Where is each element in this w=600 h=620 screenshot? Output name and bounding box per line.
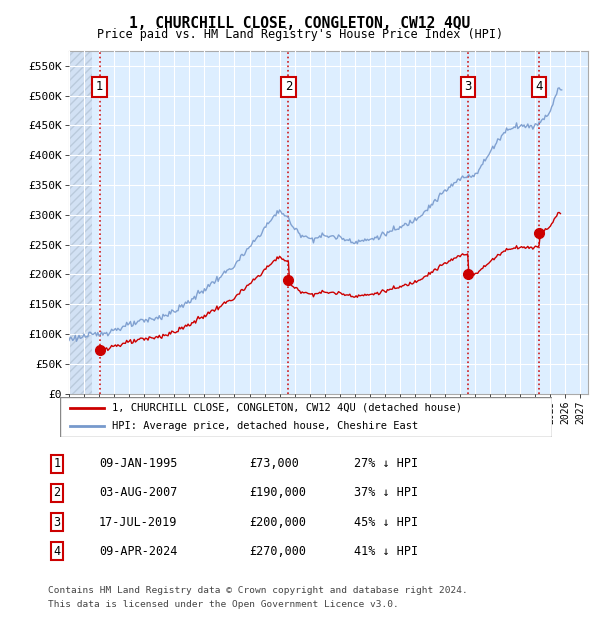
Text: Contains HM Land Registry data © Crown copyright and database right 2024.: Contains HM Land Registry data © Crown c… <box>48 586 468 595</box>
Text: 45% ↓ HPI: 45% ↓ HPI <box>354 516 418 528</box>
Text: 1, CHURCHILL CLOSE, CONGLETON, CW12 4QU: 1, CHURCHILL CLOSE, CONGLETON, CW12 4QU <box>130 16 470 31</box>
Text: £73,000: £73,000 <box>249 458 299 470</box>
Text: 1: 1 <box>53 458 61 470</box>
Text: 2: 2 <box>53 487 61 499</box>
Text: 2: 2 <box>285 81 292 94</box>
Text: 3: 3 <box>53 516 61 528</box>
Text: Price paid vs. HM Land Registry's House Price Index (HPI): Price paid vs. HM Land Registry's House … <box>97 28 503 41</box>
FancyBboxPatch shape <box>60 397 552 437</box>
Text: This data is licensed under the Open Government Licence v3.0.: This data is licensed under the Open Gov… <box>48 600 399 609</box>
Text: 4: 4 <box>53 545 61 557</box>
Text: £190,000: £190,000 <box>249 487 306 499</box>
Text: 1, CHURCHILL CLOSE, CONGLETON, CW12 4QU (detached house): 1, CHURCHILL CLOSE, CONGLETON, CW12 4QU … <box>112 402 461 413</box>
Text: 4: 4 <box>536 81 543 94</box>
Text: £270,000: £270,000 <box>249 545 306 557</box>
Text: 37% ↓ HPI: 37% ↓ HPI <box>354 487 418 499</box>
Text: 03-AUG-2007: 03-AUG-2007 <box>99 487 178 499</box>
Text: 3: 3 <box>464 81 472 94</box>
Text: £200,000: £200,000 <box>249 516 306 528</box>
Text: 41% ↓ HPI: 41% ↓ HPI <box>354 545 418 557</box>
Text: 1: 1 <box>96 81 103 94</box>
Text: 27% ↓ HPI: 27% ↓ HPI <box>354 458 418 470</box>
Text: 17-JUL-2019: 17-JUL-2019 <box>99 516 178 528</box>
Text: 09-JAN-1995: 09-JAN-1995 <box>99 458 178 470</box>
Text: 09-APR-2024: 09-APR-2024 <box>99 545 178 557</box>
Text: HPI: Average price, detached house, Cheshire East: HPI: Average price, detached house, Ches… <box>112 421 418 432</box>
